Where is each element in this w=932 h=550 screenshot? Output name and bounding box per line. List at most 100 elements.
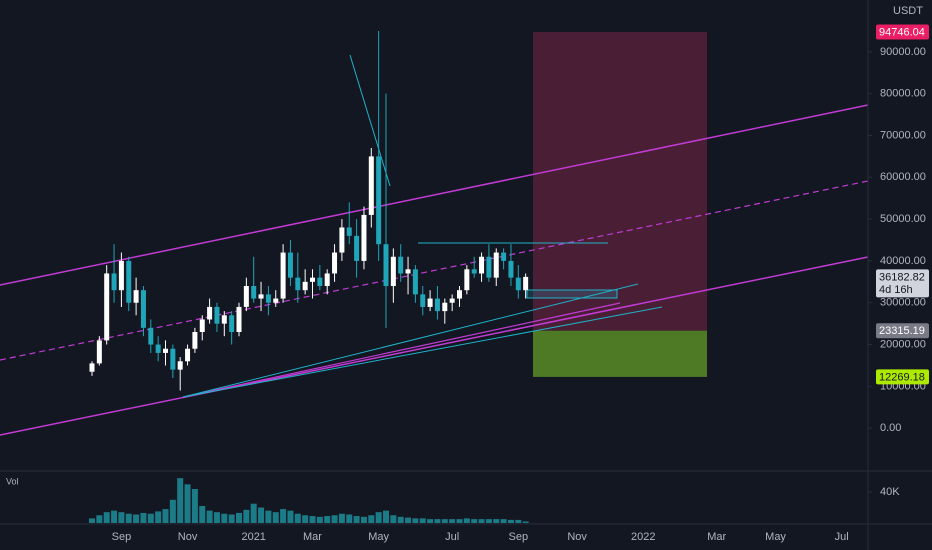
candle-body <box>214 306 220 324</box>
y-tick-label: 80000.00 <box>880 88 926 100</box>
volume-bar <box>368 515 375 523</box>
volume-bar <box>206 510 213 523</box>
volume-bar <box>302 515 309 523</box>
candle-body <box>287 252 293 278</box>
candle-body <box>251 286 257 299</box>
volume-bar <box>375 512 382 523</box>
volume-bar <box>390 515 397 523</box>
x-tick-label: May <box>765 531 786 543</box>
volume-bar <box>272 512 279 523</box>
entry-label: 23315.19 <box>879 325 925 337</box>
channel-lower <box>0 256 869 436</box>
candle-body <box>207 306 213 320</box>
candle-body <box>420 294 426 307</box>
countdown: 4d 16h <box>879 284 913 296</box>
candle-body <box>354 235 360 261</box>
volume-bar <box>360 516 367 523</box>
candle-body <box>434 298 440 312</box>
candle-body <box>96 340 102 364</box>
volume-bar <box>427 519 434 523</box>
volume-bar <box>434 519 441 523</box>
candle-body <box>104 273 110 341</box>
volume-bar <box>500 519 507 523</box>
last-price-label: 36182.82 <box>879 271 925 283</box>
volume-bar <box>243 509 250 523</box>
trend-line <box>182 283 639 398</box>
volume-bar <box>111 510 118 523</box>
candle-body <box>280 252 286 299</box>
last-price-badge <box>876 269 929 298</box>
candle-body <box>398 256 404 274</box>
candle-body <box>199 319 205 333</box>
volume-bar <box>507 519 514 523</box>
volume-bar <box>383 510 389 523</box>
volume-bar <box>493 519 500 523</box>
candle-body <box>383 244 389 287</box>
candle-body <box>118 260 124 291</box>
candle-body <box>258 294 264 299</box>
volume-bar <box>147 513 154 523</box>
volume-bar <box>184 484 191 523</box>
candle-body <box>317 277 323 287</box>
trend-line <box>182 302 621 398</box>
volume-bar <box>294 513 301 523</box>
candle-body <box>273 298 279 303</box>
volume-bar <box>89 518 95 523</box>
volume-bar <box>213 512 220 523</box>
x-tick-label: Sep <box>112 531 132 543</box>
volume-bar <box>338 513 345 523</box>
candle-body <box>457 290 462 299</box>
unit-label: USDT <box>893 5 923 17</box>
price-axis <box>869 0 932 470</box>
x-tick-label: 2022 <box>631 531 655 543</box>
volume-bar <box>316 516 323 523</box>
candle-body <box>405 269 411 274</box>
volume-bar <box>463 518 470 523</box>
volume-bar <box>441 519 448 523</box>
volume-bar <box>250 503 257 523</box>
volume-bar <box>162 509 169 523</box>
candle-body <box>332 252 338 274</box>
volume-bar <box>191 489 198 523</box>
volume-bar <box>258 507 265 523</box>
range-box <box>526 289 618 299</box>
trend-line <box>182 306 663 398</box>
y-tick-label: 50000.00 <box>880 213 926 225</box>
candle-body <box>148 327 154 345</box>
candle-body <box>427 298 433 307</box>
y-tick-label: 30000.00 <box>880 297 926 309</box>
volume-bar <box>280 509 287 523</box>
candle-body <box>464 269 470 291</box>
candle-body <box>89 363 95 372</box>
candle-body <box>126 260 132 303</box>
y-tick-label: 0.00 <box>880 422 901 434</box>
volume-bar <box>169 499 176 523</box>
channel-upper <box>0 104 869 286</box>
candle-body <box>376 156 382 245</box>
y-tick-label: 40000.00 <box>880 255 926 267</box>
x-tick-label: Nov <box>178 531 198 543</box>
channel-middle <box>0 180 869 361</box>
candle-body <box>523 276 529 291</box>
candle-body <box>501 252 507 261</box>
volume-bar <box>287 510 294 523</box>
volume-bar <box>228 514 235 523</box>
volume-bar <box>522 521 529 523</box>
candle-body <box>170 348 176 370</box>
volume-tick-label: 40K <box>880 486 900 498</box>
candle-body <box>479 256 485 274</box>
candle-body <box>177 361 183 370</box>
candle-body <box>243 286 249 307</box>
volume-bar <box>265 510 272 523</box>
target-badge <box>876 24 929 40</box>
x-tick-label: Nov <box>567 531 587 543</box>
stop-label: 12269.18 <box>879 371 925 383</box>
volume-bar <box>412 518 419 523</box>
x-tick-label: Jul <box>835 531 849 543</box>
trend-line <box>349 54 391 187</box>
candle-body <box>442 302 448 312</box>
candle-body <box>163 348 168 353</box>
volume-bar <box>478 519 485 523</box>
